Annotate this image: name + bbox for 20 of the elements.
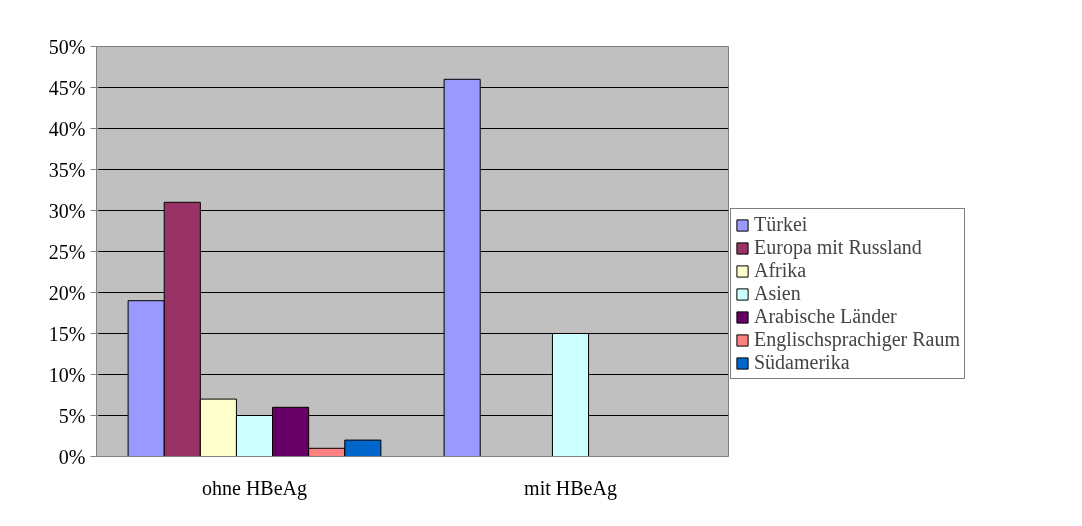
legend-label: Südamerika	[754, 351, 850, 374]
y-tick-label: 0%	[58, 445, 86, 468]
y-tick-label: 30%	[48, 199, 86, 222]
y-tick-label: 15%	[48, 322, 86, 345]
x-tick-label: mit HBeAg	[524, 476, 617, 500]
x-tick-label: ohne HBeAg	[202, 476, 307, 500]
legend-label: Arabische Länder	[754, 305, 897, 328]
y-tick-label: 45%	[48, 76, 86, 99]
y-tick-label: 10%	[48, 363, 86, 386]
legend-label: Afrika	[754, 259, 807, 282]
y-tick-label: 35%	[48, 158, 86, 181]
legend-label: Englischsprachiger Raum	[754, 328, 961, 351]
y-tick-label: 5%	[58, 404, 86, 427]
legend-label: Türkei	[754, 213, 808, 236]
legend-label: Asien	[754, 282, 801, 305]
y-tick-label: 50%	[48, 35, 86, 58]
legend-label: Europa mit Russland	[754, 236, 922, 259]
y-tick-label: 25%	[48, 240, 86, 263]
y-tick-label: 20%	[48, 281, 86, 304]
y-tick-label: 40%	[48, 117, 86, 140]
